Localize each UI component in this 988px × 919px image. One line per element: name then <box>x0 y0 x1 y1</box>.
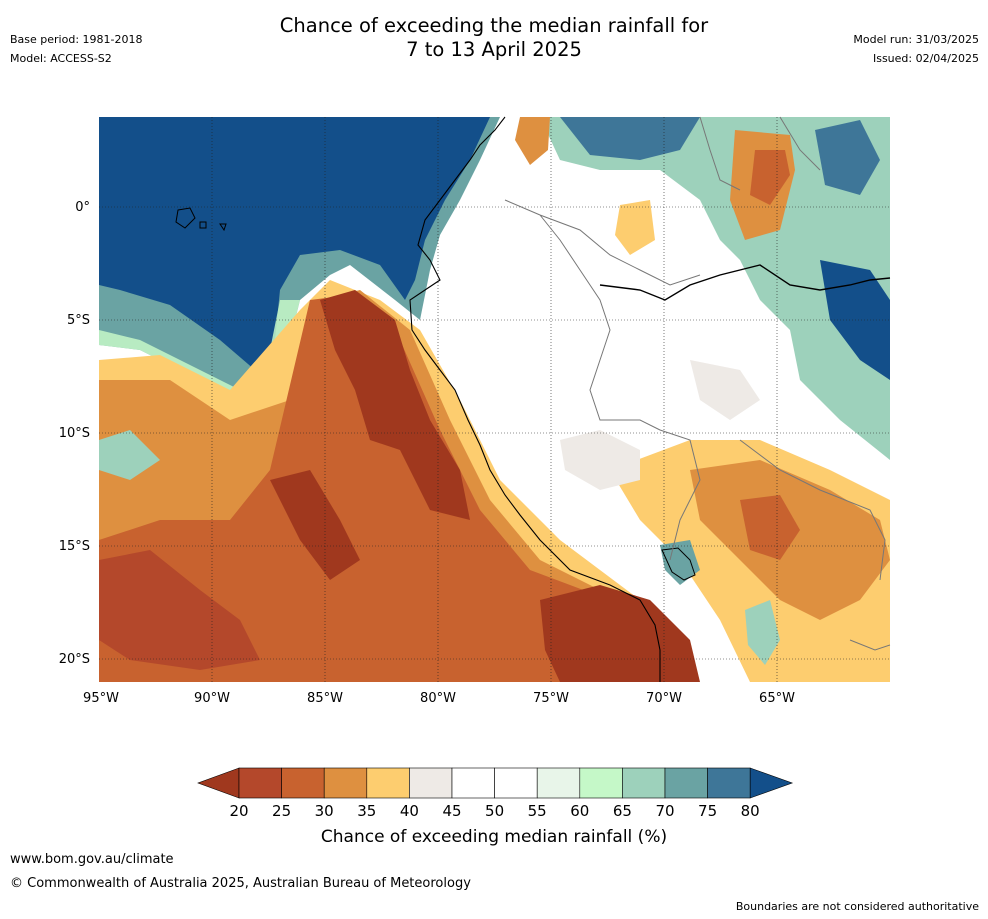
wet-patch-pacific <box>99 430 160 480</box>
titicaca-wet-spot <box>660 540 700 585</box>
bolivia-dry-core <box>740 495 800 560</box>
colorbar-segment <box>579 767 623 799</box>
ocean-very-wet-region <box>99 117 490 370</box>
dry-band-strong <box>99 295 670 682</box>
colorbar-tick-label: 20 <box>229 802 248 820</box>
colorbar-segment <box>238 767 282 799</box>
lon-label: 65°W <box>759 691 795 706</box>
map-field <box>99 117 890 682</box>
longitude-labels: 95°W 90°W 85°W 80°W 75°W 70°W 65°W <box>83 691 795 706</box>
colorbar-segment <box>664 767 708 799</box>
lon-label: 85°W <box>307 691 343 706</box>
ecuador-dry-spot <box>515 117 550 165</box>
colorbar-tick-label: 60 <box>570 802 589 820</box>
lat-label: 20°S <box>59 652 90 667</box>
lat-label: 10°S <box>59 426 90 441</box>
dry-core-north <box>320 290 470 520</box>
colorbar-segment <box>622 767 666 799</box>
neutral-patch-amazon <box>690 360 760 420</box>
colorbar-segment <box>323 767 368 799</box>
colorbar-label: Chance of exceeding median rainfall (%) <box>320 827 668 847</box>
map-title: Chance of exceeding the median rainfall … <box>0 14 988 62</box>
ocean-wet-fringe <box>99 300 300 400</box>
dry-patch-far-west <box>99 550 260 670</box>
footer-url[interactable]: www.bom.gov.au/climate <box>10 852 174 867</box>
footer-disclaimer: Boundaries are not considered authoritat… <box>735 900 979 913</box>
colombia-dry-spot <box>615 200 655 255</box>
andes-very-dry-patch <box>750 150 790 205</box>
colorbar-segment <box>707 767 751 799</box>
amazon-very-wet-core <box>560 117 700 160</box>
amazon-river-line <box>599 264 891 301</box>
colorbar-tick-label: 40 <box>400 802 419 820</box>
colorbar-segment <box>366 767 410 799</box>
graticule <box>99 117 890 682</box>
colorbar-tick-label: 25 <box>272 802 291 820</box>
lat-label: 0° <box>75 200 90 215</box>
lon-label: 75°W <box>533 691 569 706</box>
colorbar-segment <box>409 767 453 799</box>
lon-label: 80°W <box>420 691 456 706</box>
colorbar-tick-label: 55 <box>528 802 547 820</box>
colorbar-tick-label: 45 <box>442 802 461 820</box>
title-line-1: Chance of exceeding the median rainfall … <box>279 14 709 37</box>
lon-label: 95°W <box>83 691 119 706</box>
colorbar-segment <box>536 767 581 799</box>
lon-label: 90°W <box>194 691 230 706</box>
model-text: Model: ACCESS-S2 <box>10 52 112 65</box>
model-run-text: Model run: 31/03/2025 <box>853 33 979 46</box>
lat-label: 5°S <box>67 313 90 328</box>
colorbar-tick-label: 80 <box>741 802 760 820</box>
lat-label: 15°S <box>59 539 90 554</box>
colorbar-tick-label: 35 <box>357 802 376 820</box>
footer-copyright: © Commonwealth of Australia 2025, Austra… <box>10 876 471 891</box>
lon-label: 70°W <box>646 691 682 706</box>
title-line-2: 7 to 13 April 2025 <box>406 38 582 61</box>
colorbar-tick-label: 75 <box>698 802 717 820</box>
rainfall-map: 0° 5°S 10°S 15°S 20°S 95°W 90°W 85°W 80°… <box>59 116 891 706</box>
colorbar-extend-high <box>749 767 794 799</box>
colorbar-extend-low <box>197 767 240 799</box>
dry-core-west <box>270 470 360 580</box>
colorbar-segment <box>494 767 538 799</box>
colorbar-tick-label: 50 <box>485 802 504 820</box>
amazon-wet-region <box>540 117 890 460</box>
colorbar: 20 25 30 35 40 45 50 55 60 65 70 75 80 <box>197 767 794 820</box>
latitude-labels: 0° 5°S 10°S 15°S 20°S <box>59 200 90 667</box>
lake-titicaca <box>661 547 696 581</box>
issued-text: Issued: 02/04/2025 <box>872 52 979 65</box>
galapagos-islands <box>175 207 227 232</box>
altiplano-wet-spot <box>745 600 780 665</box>
neutral-patch-peru <box>560 430 640 490</box>
east-wet-blob <box>815 120 880 195</box>
country-borders <box>504 116 891 651</box>
colorbar-tick-label: 65 <box>613 802 632 820</box>
base-period-text: Base period: 1981-2018 <box>10 33 143 46</box>
colorbar-tick-label: 30 <box>315 802 334 820</box>
colorbar-tick-label: 70 <box>655 802 674 820</box>
coastline <box>409 116 661 682</box>
colorbar-segment <box>281 767 325 799</box>
colorbar-segment <box>451 767 495 799</box>
